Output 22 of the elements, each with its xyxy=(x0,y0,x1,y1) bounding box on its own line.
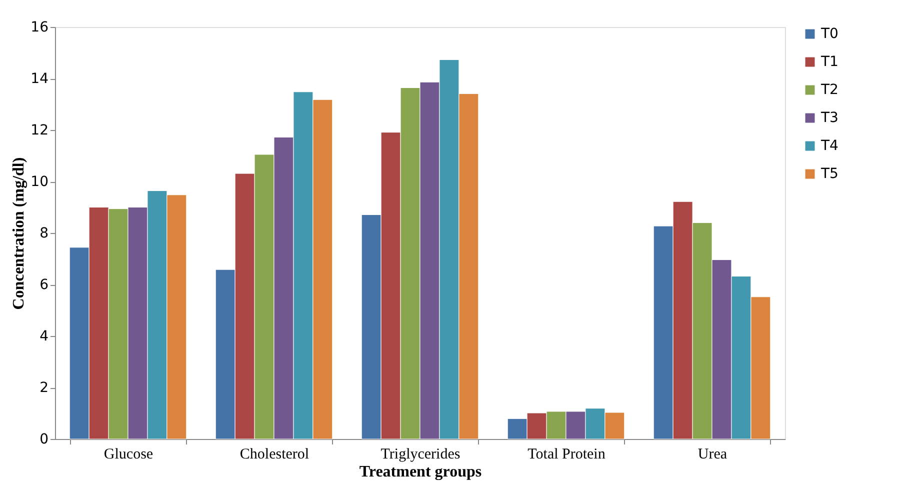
y-tick-label: 2 xyxy=(40,380,48,396)
y-tick-label: 12 xyxy=(30,122,48,138)
x-tick-label: Total Protein xyxy=(528,446,606,462)
y-tick-label: 4 xyxy=(40,328,49,344)
x-tick-label: Urea xyxy=(698,446,728,462)
y-axis-title: Concentration (mg/dl) xyxy=(10,157,28,310)
y-tick-label: 10 xyxy=(30,174,48,190)
legend-label: T0 xyxy=(820,26,838,42)
legend-label: T4 xyxy=(820,138,839,154)
y-tick-label: 14 xyxy=(30,71,49,87)
x-tick-label: Glucose xyxy=(104,446,154,462)
legend-label: T5 xyxy=(820,166,838,182)
y-tick-label: 8 xyxy=(40,226,48,242)
x-axis-title: Treatment groups xyxy=(359,464,482,480)
legend-label: T2 xyxy=(820,82,838,98)
legend-label: T1 xyxy=(820,54,838,70)
legend-label: T3 xyxy=(820,110,838,126)
y-tick-label: 6 xyxy=(40,277,49,293)
x-tick-label: Cholesterol xyxy=(240,446,310,462)
y-tick-label: 0 xyxy=(40,432,48,448)
y-tick-label: 16 xyxy=(30,20,49,36)
x-tick-label: Triglycerides xyxy=(380,446,460,462)
